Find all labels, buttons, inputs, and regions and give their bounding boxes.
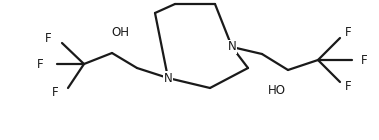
Text: F: F (45, 32, 51, 45)
Text: N: N (228, 40, 236, 53)
Text: F: F (52, 86, 58, 99)
Text: N: N (164, 72, 172, 85)
Text: HO: HO (268, 83, 286, 96)
Text: F: F (37, 58, 43, 71)
Text: F: F (345, 25, 351, 38)
Text: F: F (361, 53, 367, 66)
Text: OH: OH (111, 26, 129, 39)
Text: F: F (345, 80, 351, 93)
